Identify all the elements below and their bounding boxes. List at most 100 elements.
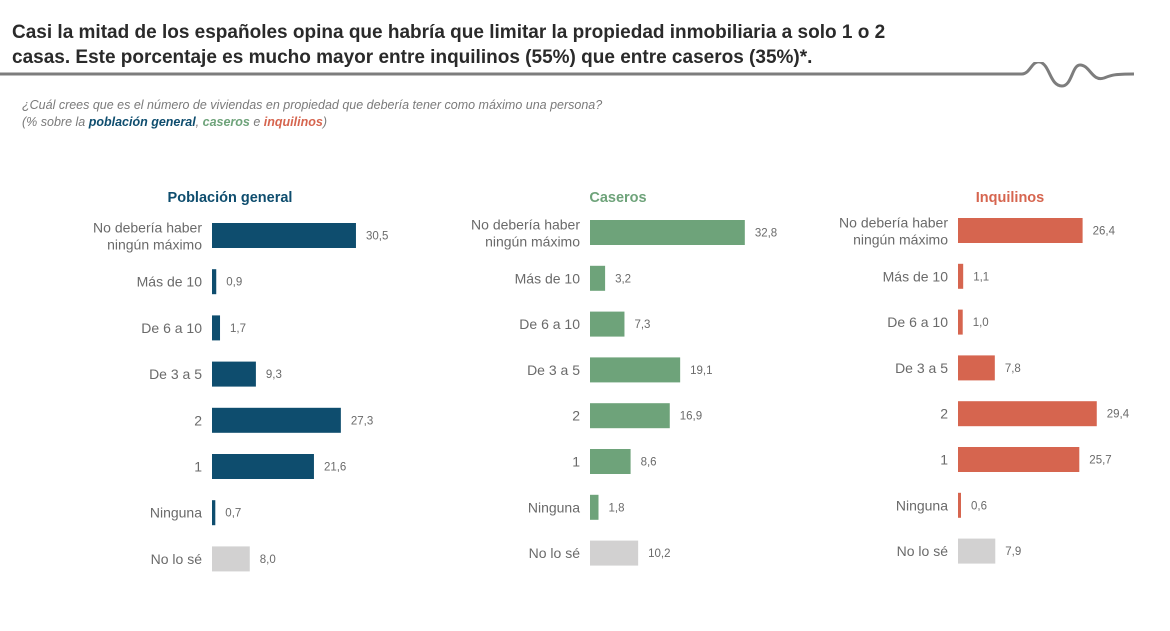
value-label: 9,3 [266,369,282,381]
question-text: ¿Cuál crees que es el número de vivienda… [22,98,603,112]
base-note-general: población general [88,115,196,129]
category-label: 1 [572,454,580,470]
bar-de-3-a-5 [212,361,256,387]
value-label: 1,1 [973,271,989,283]
bar-2 [590,403,670,429]
category-label: No lo sé [897,543,949,559]
category-label-line: No lo sé [529,545,581,561]
value-label: 29,4 [1107,409,1130,421]
value-label: 0,6 [971,500,987,512]
bar-mas-de-10 [958,263,964,289]
bar-no-deberia-haber-ningun-maximo [212,223,356,248]
category-label-line: Más de 10 [515,270,581,286]
bar-no-lo-se [212,546,250,572]
chart-inquilinos: Inquilinos No debería haber ningún máximo 2… [800,180,1170,580]
bar-no-lo-se [958,538,996,564]
value-label: 3,2 [615,273,631,285]
value-label: 1,0 [973,317,989,329]
category-label: De 3 a 5 [149,366,202,382]
category-label: De 3 a 5 [527,362,580,378]
value-label: 8,0 [260,554,276,566]
category-label-line: Más de 10 [137,274,203,290]
base-note-inquilinos: inquilinos [263,115,323,129]
bar-1 [958,447,1080,472]
base-note-caseros: caseros [202,115,250,129]
category-label: 2 [572,408,580,424]
chart-caseros: Caseros No debería haber ningún máximo 32,8… [430,180,790,580]
category-label: Ninguna [896,497,948,513]
bar-2 [958,401,1097,427]
bar-de-6-a-10 [958,309,963,335]
wave-divider-line [0,62,1135,88]
category-label-line: De 6 a 10 [887,314,948,330]
value-label: 30,5 [366,231,388,243]
value-label: 8,6 [641,457,657,469]
category-label: Más de 10 [515,270,581,286]
value-label: 7,3 [634,319,650,331]
bar-de-6-a-10 [590,311,625,337]
category-label: No debería haber ningún máximo [93,220,202,253]
bar-ninguna [590,494,599,520]
value-label: 7,8 [1005,363,1021,375]
category-label: 2 [940,406,948,422]
bar-no-lo-se [590,540,639,566]
base-note-sep2: e [249,115,264,129]
chart-svg: Población general No debería haber ningún … [93,190,388,572]
category-label: Ninguna [528,499,580,515]
value-label: 10,2 [648,548,670,560]
bar-mas-de-10 [212,269,217,295]
category-label-line: Ninguna [528,499,580,515]
chart-title: Inquilinos [976,190,1044,206]
value-label: 0,9 [226,277,242,289]
value-label: 7,9 [1005,546,1021,558]
bar-1 [590,449,631,474]
category-label: De 6 a 10 [141,320,202,336]
chart-poblacion-general: Población general No debería haber ningún … [60,180,400,580]
value-label: 19,1 [690,365,712,377]
chart-title: Población general [168,190,293,206]
bar-de-3-a-5 [958,355,995,381]
bar-de-3-a-5 [590,357,681,383]
base-note-sep1: , [195,115,203,129]
category-label-line: 1 [940,452,948,468]
category-label-line: De 6 a 10 [519,316,580,332]
value-label: 1,8 [608,502,624,514]
category-label-line: 2 [940,406,948,422]
bar-no-deberia-haber-ningun-maximo [590,220,745,245]
headline: Casi la mitad de los españoles opina que… [12,20,1012,70]
category-label-line: No lo sé [897,543,949,559]
category-label-line: 1 [572,454,580,470]
headline-line-2: casas. Este porcentaje es mucho mayor en… [12,47,813,68]
value-label: 27,3 [351,415,373,427]
category-label: 2 [194,412,202,428]
category-label: 1 [194,459,202,475]
question-subtitle: ¿Cuál crees que es el número de vivienda… [22,97,602,131]
base-note-prefix: (% sobre la [22,115,89,129]
value-label: 1,7 [230,323,246,335]
value-label: 21,6 [324,462,346,474]
wave-divider [0,62,1135,88]
category-label-line: Más de 10 [883,268,949,284]
bar-ninguna [212,500,216,526]
category-label-line: De 3 a 5 [149,366,202,382]
bar-de-6-a-10 [212,315,221,341]
category-label: De 6 a 10 [519,316,580,332]
category-label: Ninguna [150,505,202,521]
category-label: No lo sé [529,545,581,561]
category-label-line: De 3 a 5 [527,362,580,378]
category-label-line: No debería haber [93,220,202,236]
category-label-line: No debería haber [839,215,948,231]
bar-2 [212,407,341,433]
category-label-line: 1 [194,459,202,475]
category-label: No debería haber ningún máximo [839,215,948,248]
base-note: (% sobre la población general, caseros e… [22,114,602,131]
chart-svg: Inquilinos No debería haber ningún máximo 2… [839,190,1130,564]
category-label: Más de 10 [137,274,203,290]
value-label: 25,7 [1089,455,1111,467]
bar-no-deberia-haber-ningun-maximo [958,218,1083,243]
category-label-line: De 6 a 10 [141,320,202,336]
base-note-suffix: ) [322,115,327,129]
category-label-line: No debería haber [471,217,580,233]
chart-title: Caseros [589,190,646,206]
category-label: De 3 a 5 [895,360,948,376]
